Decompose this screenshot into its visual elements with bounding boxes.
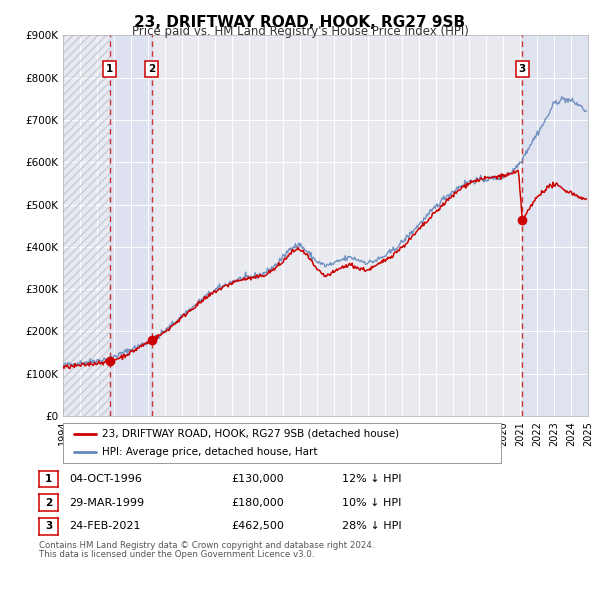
Text: 1: 1 [106,64,113,74]
Text: 29-MAR-1999: 29-MAR-1999 [69,498,144,507]
Text: £462,500: £462,500 [231,522,284,531]
Text: 23, DRIFTWAY ROAD, HOOK, RG27 9SB: 23, DRIFTWAY ROAD, HOOK, RG27 9SB [134,15,466,30]
Text: 1: 1 [45,474,52,484]
Text: 10% ↓ HPI: 10% ↓ HPI [342,498,401,507]
Bar [63,35,110,416]
Text: £130,000: £130,000 [231,474,284,484]
Text: £180,000: £180,000 [231,498,284,507]
Text: Contains HM Land Registry data © Crown copyright and database right 2024.: Contains HM Land Registry data © Crown c… [39,541,374,550]
Text: This data is licensed under the Open Government Licence v3.0.: This data is licensed under the Open Gov… [39,550,314,559]
Text: 2: 2 [148,64,155,74]
Text: 3: 3 [45,522,52,531]
Bar [63,35,110,416]
Text: 12% ↓ HPI: 12% ↓ HPI [342,474,401,484]
Text: 3: 3 [518,64,526,74]
Text: 28% ↓ HPI: 28% ↓ HPI [342,522,401,531]
Bar [110,35,152,416]
Text: 23, DRIFTWAY ROAD, HOOK, RG27 9SB (detached house): 23, DRIFTWAY ROAD, HOOK, RG27 9SB (detac… [103,429,400,439]
Text: 24-FEB-2021: 24-FEB-2021 [69,522,140,531]
Text: HPI: Average price, detached house, Hart: HPI: Average price, detached house, Hart [103,447,318,457]
Bar [522,35,588,416]
Text: Price paid vs. HM Land Registry's House Price Index (HPI): Price paid vs. HM Land Registry's House … [131,25,469,38]
Text: 04-OCT-1996: 04-OCT-1996 [69,474,142,484]
Text: 2: 2 [45,498,52,507]
